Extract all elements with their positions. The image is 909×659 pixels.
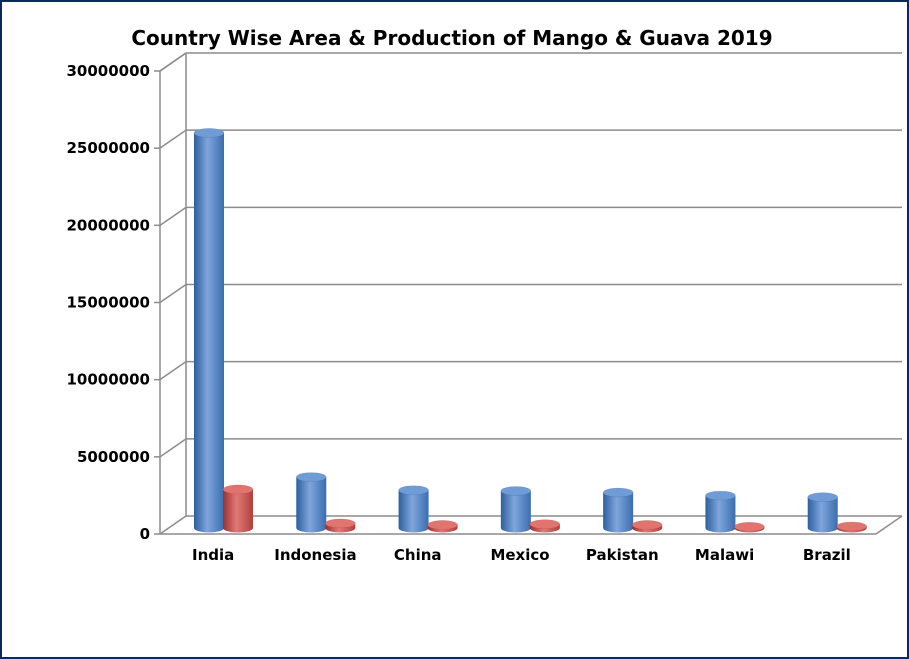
floor-right-edge — [875, 515, 903, 535]
y-tick-label: 25000000 — [67, 139, 151, 157]
bar-brazil-series-2 — [836, 521, 867, 533]
gridline-diag — [159, 52, 187, 72]
bar-top — [427, 520, 458, 530]
gridline-diag — [159, 283, 187, 304]
bar-china-series-2 — [427, 520, 458, 533]
bar-malawi-series-1 — [705, 490, 736, 533]
bar-mexico-series-2 — [529, 519, 561, 533]
bar-top — [529, 519, 561, 529]
bar-body — [296, 477, 327, 533]
bar-india-series-1 — [193, 128, 225, 533]
chart-title: Country Wise Area & Production of Mango … — [131, 26, 773, 50]
gridline-diag — [159, 361, 187, 381]
y-tick-label: 0 — [140, 525, 150, 543]
x-tick-label: India — [192, 546, 234, 564]
y-tick-label: 20000000 — [67, 216, 151, 234]
y-tick-label: 5000000 — [77, 448, 150, 466]
bar-pakistan-series-1 — [602, 487, 634, 533]
bar-top — [222, 484, 254, 495]
bar-china-series-1 — [398, 485, 429, 533]
bar-body — [223, 489, 253, 533]
x-tick-label: Indonesia — [274, 546, 356, 564]
bar-top — [398, 485, 429, 495]
bar-mexico-series-1 — [500, 486, 532, 533]
bar-top — [325, 518, 356, 529]
bar-indonesia-series-1 — [296, 472, 327, 533]
bar-body — [705, 495, 736, 533]
bar-top — [836, 521, 867, 532]
bar-body — [807, 497, 838, 533]
bar-top — [500, 486, 532, 496]
gridline-diag — [159, 129, 187, 149]
gridline-diag — [159, 438, 187, 458]
bar-brazil-series-1 — [807, 492, 838, 533]
bar-top — [705, 490, 736, 501]
bar-pakistan-series-2 — [631, 520, 663, 533]
bar-body — [398, 490, 429, 533]
bar-indonesia-series-2 — [325, 518, 356, 533]
bar-top — [734, 522, 765, 532]
y-tick-label: 15000000 — [67, 294, 151, 312]
bar-top — [193, 128, 225, 138]
bar-india-series-2 — [222, 484, 254, 533]
x-tick-label: Malawi — [695, 546, 754, 564]
bar-top — [602, 487, 634, 498]
x-tick-label: Pakistan — [586, 546, 659, 564]
bar-top — [807, 492, 838, 502]
bar-malawi-series-2 — [734, 522, 765, 533]
y-tick-label: 30000000 — [67, 62, 151, 80]
bar-body — [500, 490, 531, 533]
bar-top — [296, 472, 327, 482]
floor-left-edge — [159, 515, 187, 535]
y-tick-label: 10000000 — [67, 371, 151, 389]
x-tick-label: Brazil — [803, 546, 851, 564]
bar-top — [631, 520, 663, 530]
gridline-diag — [159, 206, 187, 226]
x-tick-label: China — [394, 546, 442, 564]
x-tick-label: Mexico — [490, 546, 549, 564]
bar-body — [194, 132, 224, 533]
bar-body — [603, 492, 634, 533]
